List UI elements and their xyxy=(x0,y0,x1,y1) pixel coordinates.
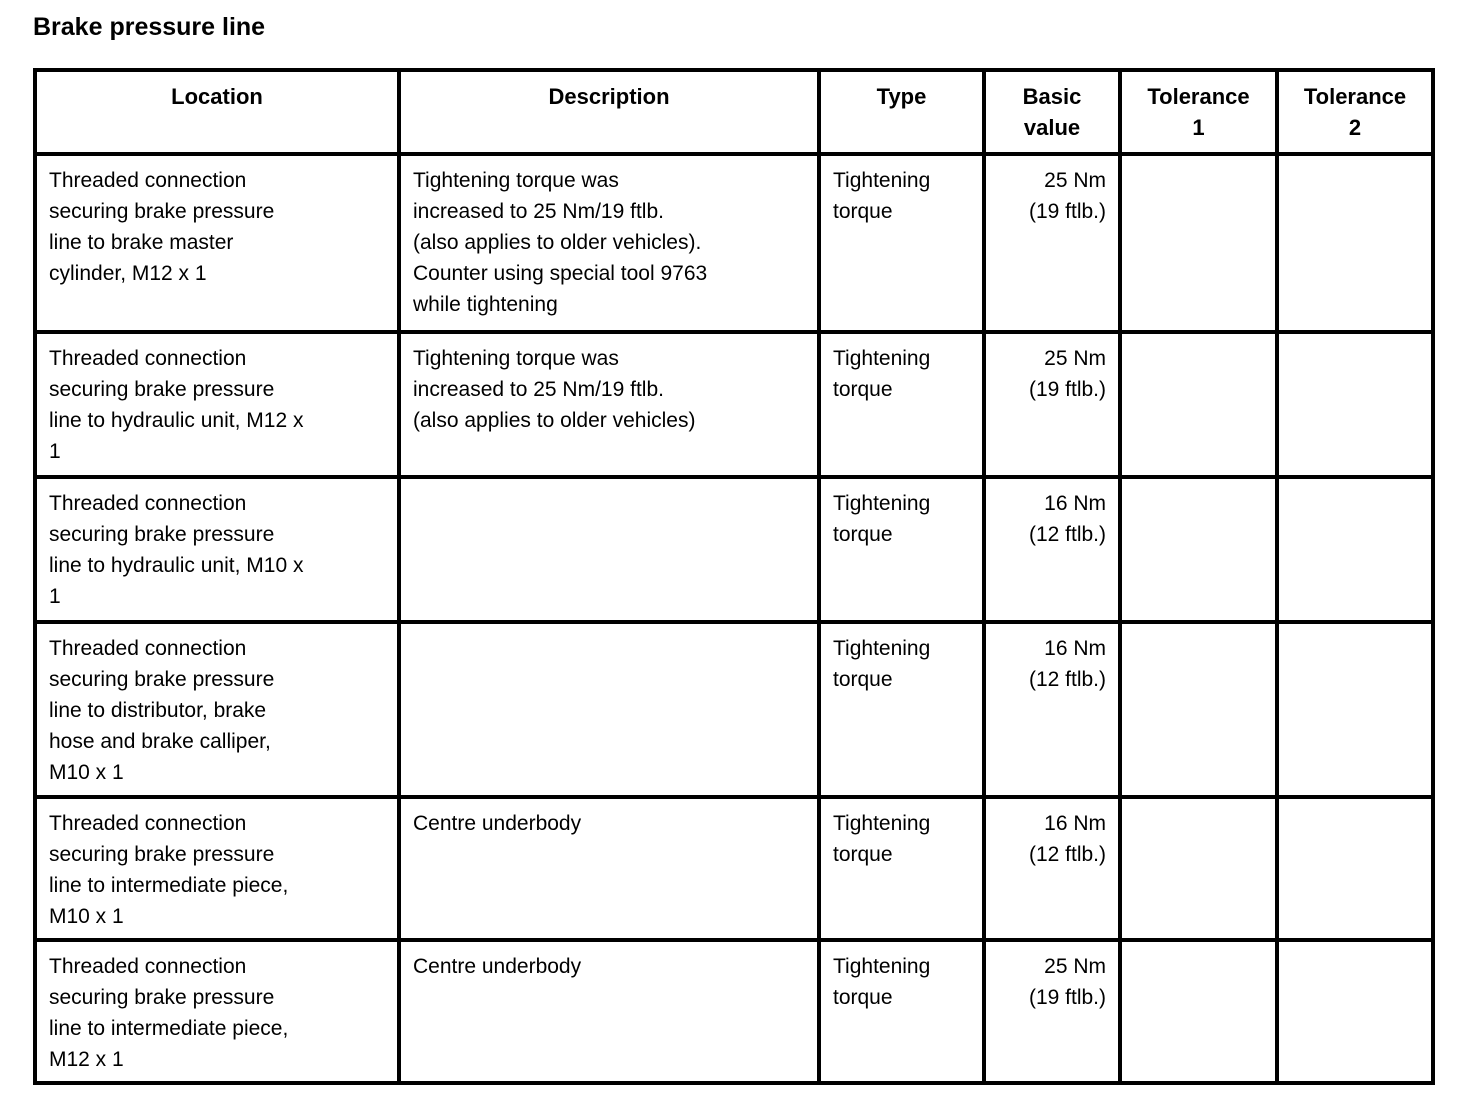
cell-location: Threaded connection securing brake press… xyxy=(33,475,401,624)
table-row: Threaded connection securing brake press… xyxy=(33,330,1435,479)
header-tolerance-1: Tolerance 1 xyxy=(1118,68,1279,156)
cell-tolerance-2 xyxy=(1275,938,1435,1085)
table-row: Threaded connection securing brake press… xyxy=(33,475,1435,624)
cell-location: Threaded connection securing brake press… xyxy=(33,330,401,479)
header-location: Location xyxy=(33,68,401,156)
header-tolerance-2: Tolerance 2 xyxy=(1275,68,1435,156)
cell-location: Threaded connection securing brake press… xyxy=(33,938,401,1085)
cell-tolerance-2 xyxy=(1275,152,1435,334)
cell-description: Tightening torque was increased to 25 Nm… xyxy=(397,152,821,334)
cell-description xyxy=(397,475,821,624)
cell-basic-value: 16 Nm (12 ftlb.) xyxy=(982,475,1122,624)
cell-tolerance-2 xyxy=(1275,330,1435,479)
cell-basic-value: 16 Nm (12 ftlb.) xyxy=(982,620,1122,799)
cell-tolerance-1 xyxy=(1118,938,1279,1085)
cell-basic-value: 16 Nm (12 ftlb.) xyxy=(982,795,1122,942)
table-header-row: Location Description Type Basic value To… xyxy=(33,68,1435,156)
cell-type: Tightening torque xyxy=(817,330,986,479)
cell-type: Tightening torque xyxy=(817,475,986,624)
cell-tolerance-2 xyxy=(1275,795,1435,942)
cell-tolerance-1 xyxy=(1118,795,1279,942)
cell-location: Threaded connection securing brake press… xyxy=(33,152,401,334)
page-title: Brake pressure line xyxy=(33,13,266,41)
cell-type: Tightening torque xyxy=(817,938,986,1085)
cell-tolerance-2 xyxy=(1275,475,1435,624)
table-row: Threaded connection securing brake press… xyxy=(33,795,1435,942)
cell-type: Tightening torque xyxy=(817,795,986,942)
cell-tolerance-1 xyxy=(1118,475,1279,624)
cell-basic-value: 25 Nm (19 ftlb.) xyxy=(982,938,1122,1085)
cell-location: Threaded connection securing brake press… xyxy=(33,620,401,799)
table-row: Threaded connection securing brake press… xyxy=(33,620,1435,799)
cell-type: Tightening torque xyxy=(817,620,986,799)
cell-description xyxy=(397,620,821,799)
cell-basic-value: 25 Nm (19 ftlb.) xyxy=(982,152,1122,334)
header-basic-value: Basic value xyxy=(982,68,1122,156)
cell-tolerance-1 xyxy=(1118,152,1279,334)
cell-tolerance-1 xyxy=(1118,620,1279,799)
header-description: Description xyxy=(397,68,821,156)
table-row: Threaded connection securing brake press… xyxy=(33,938,1435,1085)
cell-location: Threaded connection securing brake press… xyxy=(33,795,401,942)
cell-description: Tightening torque was increased to 25 Nm… xyxy=(397,330,821,479)
cell-basic-value: 25 Nm (19 ftlb.) xyxy=(982,330,1122,479)
header-type: Type xyxy=(817,68,986,156)
cell-type: Tightening torque xyxy=(817,152,986,334)
cell-description: Centre underbody xyxy=(397,938,821,1085)
cell-tolerance-1 xyxy=(1118,330,1279,479)
torque-spec-table: Location Description Type Basic value To… xyxy=(33,68,1435,1085)
table-row: Threaded connection securing brake press… xyxy=(33,152,1435,334)
cell-tolerance-2 xyxy=(1275,620,1435,799)
cell-description: Centre underbody xyxy=(397,795,821,942)
